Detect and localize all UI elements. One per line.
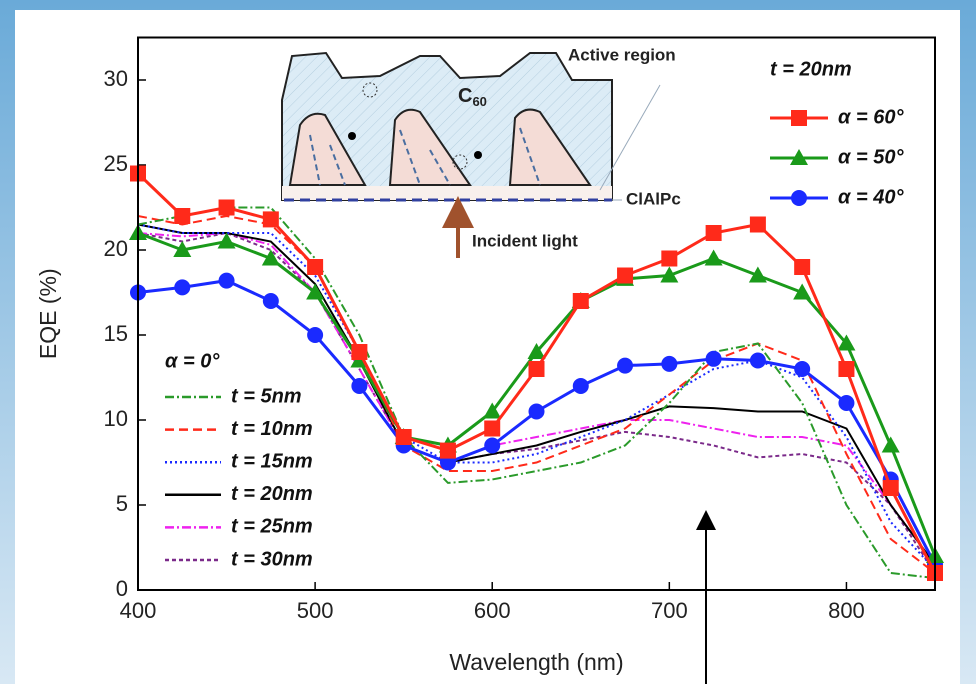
layer-label: ClAlPc [626, 189, 681, 208]
exciton [348, 132, 356, 140]
marker-circle [528, 403, 545, 420]
series-line [137, 231, 936, 566]
x-tick-label: 700 [651, 598, 688, 623]
x-tick-label: 600 [474, 598, 511, 623]
marker-circle [351, 378, 368, 394]
marker-square [882, 480, 899, 496]
series-line [137, 223, 936, 566]
marker-circle [617, 357, 634, 374]
marker-triangle [306, 283, 325, 300]
legend-label: t = 20nm [231, 483, 313, 505]
marker-square [661, 250, 678, 267]
y-tick-label: 20 [104, 236, 128, 261]
marker-triangle [837, 334, 856, 351]
marker-square [218, 199, 235, 216]
legend-label: α = 60° [838, 106, 904, 128]
marker-circle [661, 355, 678, 372]
legend-label: t = 15nm [231, 450, 313, 472]
marker-square [705, 225, 722, 241]
legend-marker [791, 110, 807, 126]
marker-circle [484, 437, 501, 454]
exciton [474, 151, 482, 159]
x-tick-label: 400 [120, 598, 157, 623]
marker-square [572, 293, 589, 309]
legend-title: t = 20nm [770, 58, 852, 80]
legend-label: t = 25nm [231, 516, 313, 538]
exciton-ring [362, 82, 378, 98]
plot-frame [137, 36, 936, 591]
marker-triangle [527, 343, 546, 359]
series-line [137, 231, 936, 574]
marker-square [794, 259, 811, 275]
marker-circle [174, 279, 191, 296]
legend-label: t = 10nm [231, 418, 313, 440]
y-tick-label: 5 [116, 491, 128, 516]
marker-circle [794, 361, 811, 377]
marker-triangle [660, 266, 679, 283]
marker-circle [262, 293, 279, 309]
marker-square [439, 442, 456, 459]
fins [288, 108, 592, 186]
marker-square [395, 429, 412, 445]
fin-dashes [309, 127, 541, 186]
y-axis-label: EQE (%) [35, 268, 61, 359]
legend-label: α = 50° [838, 146, 904, 168]
series-line [137, 214, 936, 574]
plot: 400 500 600 700 800 0 5 10 15 20 25 30 Wavelength (n… [35, 36, 944, 675]
legend-marker [790, 149, 808, 165]
marker-square [307, 259, 324, 275]
marker-triangle [173, 241, 192, 257]
leader [599, 84, 661, 191]
c60-sub: 60 [472, 94, 486, 109]
marker-square [484, 420, 501, 437]
x-axis-label: Wavelength (nm) [449, 649, 623, 675]
legend-marker [791, 190, 807, 206]
marker-triangle [217, 232, 236, 249]
light-label: Incident light [472, 231, 578, 250]
base-layer [282, 186, 612, 200]
marker-circle [218, 272, 235, 289]
y-tick-label: 25 [104, 151, 128, 176]
active-label: Active region [568, 45, 676, 64]
marker-triangle [261, 249, 280, 266]
marker-triangle [748, 266, 767, 283]
marker-square [351, 344, 368, 360]
c60-text: C [458, 85, 472, 107]
marker-square [174, 208, 191, 224]
marker-circle [705, 350, 722, 367]
x-tick-label: 500 [297, 598, 334, 623]
marker-triangle [793, 283, 812, 300]
y-tick-label: 15 [104, 321, 128, 346]
legend-label: t = 30nm [231, 548, 313, 570]
marker-square [617, 267, 634, 284]
y-tick-label: 10 [104, 406, 128, 431]
marker-circle [307, 327, 324, 343]
marker-square [749, 216, 766, 233]
marker-triangle [881, 436, 900, 453]
exciton-ring [452, 154, 468, 170]
marker-triangle [704, 249, 723, 266]
legend-title: α = 0° [165, 350, 220, 372]
y-tick-label: 0 [116, 576, 128, 601]
marker-square [262, 211, 279, 228]
marker-circle [572, 378, 589, 394]
marker-circle [749, 352, 766, 369]
marker-circle [838, 395, 855, 411]
inset: C60 Active region ClAlPc Incident light [281, 45, 681, 258]
y-tick-label: 30 [104, 66, 128, 91]
marker-triangle [483, 402, 502, 419]
c60: C60 [458, 85, 487, 109]
legend-label: t = 5nm [231, 385, 302, 407]
legend-label: α = 40° [838, 186, 904, 208]
marker-square [838, 361, 855, 377]
marker-square [528, 361, 545, 377]
x-tick-label: 800 [828, 598, 865, 623]
